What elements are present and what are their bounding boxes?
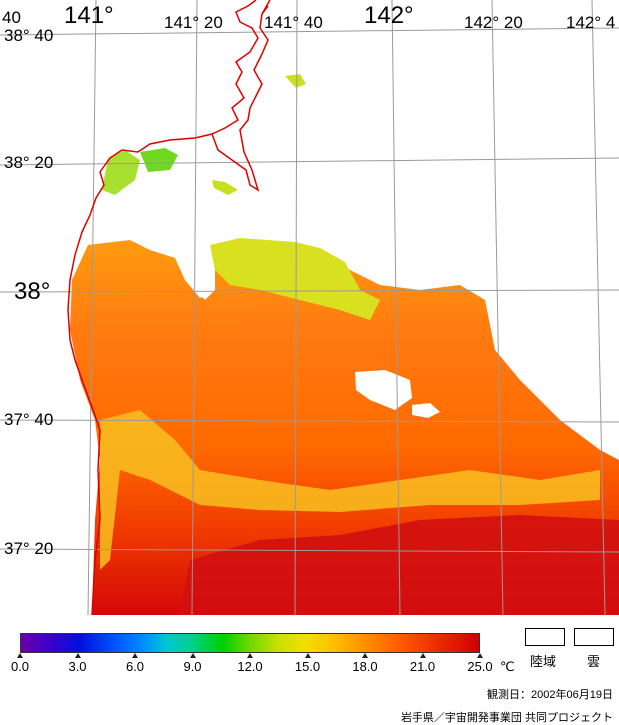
longitude-label-142-20: 142° 20 (464, 13, 523, 32)
colorbar-tick-mark (419, 653, 426, 658)
land-legend-swatch (525, 628, 565, 646)
latitude-label-38-20: 38° 20 (4, 153, 54, 172)
colorbar-tick-label: 21.0 (409, 659, 436, 674)
longitude-label-142-40: 142° 4 (566, 13, 616, 32)
graticule (0, 0, 619, 616)
temperature-unit: ℃ (500, 659, 515, 674)
corner-label: 40 (2, 8, 21, 27)
longitude-label-141: 141° (64, 2, 114, 29)
temperature-colorbar (20, 633, 480, 653)
colorbar-tick-label: 0.0 (10, 659, 30, 674)
sea-surface-temperature-map (0, 0, 619, 616)
cool-water-patch-2 (285, 74, 306, 88)
cloud-patch-4 (180, 252, 215, 298)
longitude-label-142: 142° (364, 2, 414, 29)
coastline (67, 0, 271, 616)
cloud-legend-label: 雲 (587, 654, 601, 669)
colorbar-tick-mark (247, 653, 253, 658)
cool-water-patch (140, 148, 178, 172)
colorbar-tick-label: 25.0 (467, 659, 493, 674)
colorbar-tick-mark (477, 653, 483, 658)
cool-water-patch-3 (212, 180, 238, 195)
longitude-label-141-20: 141° 20 (164, 13, 223, 32)
latitude-label-38-40: 38° 40 (4, 26, 54, 45)
latitude-label-38: 38° (14, 278, 51, 305)
colorbar-tick-mark (132, 653, 138, 658)
latitude-label-37-40: 37° 40 (4, 410, 54, 429)
longitude-label-141-40: 141° 40 (264, 13, 323, 32)
colorbar-tick-mark (304, 653, 311, 658)
land-legend-label: 陸域 (530, 654, 557, 669)
cool-water-bay (102, 150, 140, 195)
cloud-patch-2 (412, 403, 440, 418)
colorbar-tick-label: 3.0 (68, 659, 87, 674)
colorbar-tick-mark (17, 653, 23, 658)
coastal-yellow-band (100, 410, 600, 570)
colorbar-tick-label: 15.0 (294, 659, 321, 674)
project-credit: 岩手県／宇宙開発事業団 共同プロジェクト (400, 712, 613, 724)
colorbar-tick-mark (362, 653, 368, 658)
cloud-legend-swatch (574, 628, 614, 646)
colorbar-tick-label: 9.0 (183, 659, 202, 674)
cool-water-area (210, 238, 380, 320)
colorbar-tick-label: 12.0 (237, 659, 263, 674)
latitude-label-37-20: 37° 20 (4, 539, 54, 558)
colorbar-tick-mark (74, 653, 81, 658)
cloud-patch-3 (130, 222, 162, 240)
colorbar-tick-label: 18.0 (352, 659, 378, 674)
colorbar-tick-mark (189, 653, 196, 658)
colorbar-tick-label: 6.0 (125, 659, 145, 674)
cloud-patch (355, 370, 412, 410)
observation-date: 観測日：2002年06月19日 (487, 689, 613, 701)
